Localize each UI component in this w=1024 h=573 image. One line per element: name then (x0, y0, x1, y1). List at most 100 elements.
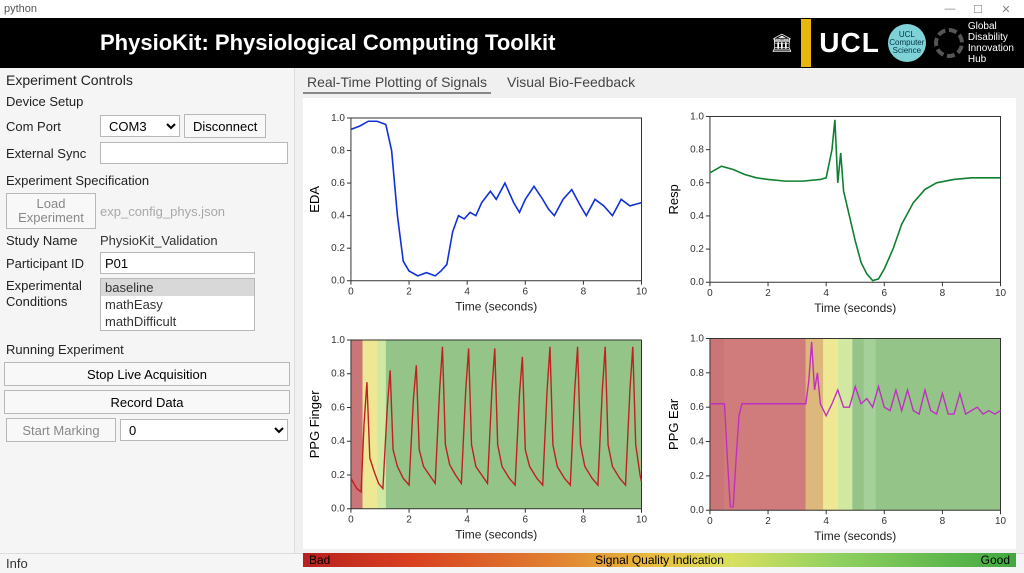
app-banner: PhysioKit: Physiological Computing Toolk… (0, 18, 1024, 68)
svg-text:1.0: 1.0 (690, 111, 704, 122)
svg-text:6: 6 (523, 287, 529, 298)
svg-text:0.8: 0.8 (690, 145, 704, 156)
svg-text:1.0: 1.0 (331, 335, 345, 346)
exp-spec-title: Experiment Specification (4, 171, 290, 190)
svg-text:0.8: 0.8 (331, 368, 345, 379)
chart-ppg-ear: 0.00.20.40.60.81.00246810Time (seconds)P… (666, 331, 1007, 546)
svg-text:8: 8 (939, 288, 945, 299)
svg-text:0.8: 0.8 (690, 368, 704, 379)
close-button[interactable]: ✕ (992, 3, 1020, 16)
svg-text:10: 10 (994, 288, 1006, 299)
svg-text:2: 2 (406, 287, 412, 298)
start-marking-button[interactable]: Start Marking (6, 418, 116, 442)
participant-id-input[interactable] (100, 252, 255, 274)
svg-text:0.4: 0.4 (690, 211, 704, 222)
device-setup-title: Device Setup (4, 92, 290, 111)
svg-text:0.0: 0.0 (331, 276, 345, 287)
window-titlebar: python — ☐ ✕ (0, 0, 1024, 18)
quality-bad-label: Bad (309, 553, 330, 567)
svg-text:2: 2 (765, 288, 771, 299)
svg-text:2: 2 (765, 516, 771, 527)
tab-bar: Real-Time Plotting of Signals Visual Bio… (295, 68, 1024, 94)
experiment-controls-panel: Experiment Controls Device Setup Com Por… (0, 68, 295, 553)
svg-text:2: 2 (406, 514, 412, 525)
banner-logos: 🏛 UCL UCL Computer Science Global Disabi… (770, 19, 1014, 67)
svg-text:0.6: 0.6 (331, 178, 345, 189)
quality-mid-label: Signal Quality Indication (595, 553, 724, 567)
com-port-label: Com Port (6, 119, 96, 134)
window-process: python (4, 3, 37, 15)
quality-good-label: Good (981, 553, 1010, 567)
svg-text:0.6: 0.6 (331, 402, 345, 413)
svg-text:Time (seconds): Time (seconds) (814, 301, 896, 315)
condition-item[interactable]: mathDifficult (101, 313, 254, 330)
svg-text:10: 10 (636, 514, 648, 525)
svg-text:0.0: 0.0 (331, 503, 345, 514)
condition-item[interactable]: mathEasy (101, 296, 254, 313)
controls-title: Experiment Controls (4, 70, 290, 90)
svg-text:0.0: 0.0 (690, 505, 704, 516)
plot-grid: 0.0 0.2 0.4 0.6 0.8 1.0 0 2 4 6 8 10 Time (seconds) E… (303, 98, 1016, 549)
tab-realtime-plotting[interactable]: Real-Time Plotting of Signals (303, 72, 491, 94)
signal-quality-bar: Bad Signal Quality Indication Good (303, 553, 1016, 567)
tab-biofeedback[interactable]: Visual Bio-Feedback (503, 72, 639, 94)
config-file-label: exp_config_phys.json (100, 204, 225, 219)
svg-text:Time (seconds): Time (seconds) (814, 529, 896, 543)
svg-text:0.2: 0.2 (690, 471, 704, 482)
svg-text:PPG Ear: PPG Ear (666, 398, 681, 450)
external-sync-input[interactable] (100, 142, 288, 164)
svg-text:4: 4 (823, 516, 829, 527)
condition-item[interactable]: baseline (101, 279, 254, 296)
running-title: Running Experiment (4, 340, 290, 359)
study-name-value: PhysioKit_Validation (100, 233, 218, 248)
svg-text:0.0: 0.0 (690, 277, 704, 288)
stop-acquisition-button[interactable]: Stop Live Acquisition (4, 362, 290, 386)
chart-resp: 0.0 0.2 0.4 0.6 0.8 1.0 0 2 4 6 8 10 Time (seconds) R… (666, 106, 1007, 321)
load-experiment-button[interactable]: Load Experiment (6, 193, 96, 229)
chart-ppg-finger: 0.00.20.40.60.81.00246810Time (seconds)P… (307, 331, 648, 546)
plotting-panel: Real-Time Plotting of Signals Visual Bio… (295, 68, 1024, 553)
conditions-listbox[interactable]: baselinemathEasymathDifficult (100, 278, 255, 331)
svg-text:0.4: 0.4 (331, 436, 345, 447)
ucl-cs-badge: UCL Computer Science (888, 24, 926, 62)
svg-text:4: 4 (464, 514, 470, 525)
svg-text:1.0: 1.0 (690, 333, 704, 344)
disconnect-button[interactable]: Disconnect (184, 114, 266, 138)
svg-text:10: 10 (636, 287, 648, 298)
marking-select[interactable]: 0 (120, 419, 288, 441)
svg-text:4: 4 (823, 288, 829, 299)
svg-text:6: 6 (881, 288, 887, 299)
svg-text:0: 0 (348, 287, 354, 298)
svg-text:0.8: 0.8 (331, 146, 345, 157)
gdi-badge: Global Disability Innovation Hub (934, 21, 1014, 65)
svg-text:1.0: 1.0 (331, 113, 345, 124)
info-label: Info (6, 556, 28, 571)
svg-text:6: 6 (523, 514, 529, 525)
svg-text:0.4: 0.4 (331, 211, 345, 222)
svg-text:Time (seconds): Time (seconds) (455, 527, 537, 541)
svg-text:0: 0 (707, 288, 713, 299)
study-name-label: Study Name (6, 233, 96, 248)
maximize-button[interactable]: ☐ (964, 3, 992, 16)
external-sync-label: External Sync (6, 146, 96, 161)
svg-text:0.2: 0.2 (331, 243, 345, 254)
svg-text:8: 8 (581, 514, 587, 525)
minimize-button[interactable]: — (936, 3, 964, 15)
svg-text:0.2: 0.2 (690, 244, 704, 255)
svg-text:0: 0 (707, 516, 713, 527)
svg-text:PPG Finger: PPG Finger (307, 390, 322, 458)
svg-text:0.6: 0.6 (690, 178, 704, 189)
record-data-button[interactable]: Record Data (4, 390, 290, 414)
svg-text:0.2: 0.2 (331, 470, 345, 481)
participant-id-label: Participant ID (6, 256, 96, 271)
svg-text:6: 6 (881, 516, 887, 527)
app-title: PhysioKit: Physiological Computing Toolk… (100, 30, 770, 56)
ucl-logo: UCL (819, 27, 880, 59)
svg-text:8: 8 (581, 287, 587, 298)
svg-text:EDA: EDA (307, 186, 322, 213)
com-port-select[interactable]: COM3 (100, 115, 180, 137)
svg-text:8: 8 (939, 516, 945, 527)
chart-eda: 0.00.20.40.60.81.00246810Time (seconds)E… (307, 106, 648, 321)
svg-text:Resp: Resp (666, 184, 681, 214)
conditions-label: Experimental Conditions (6, 278, 96, 309)
